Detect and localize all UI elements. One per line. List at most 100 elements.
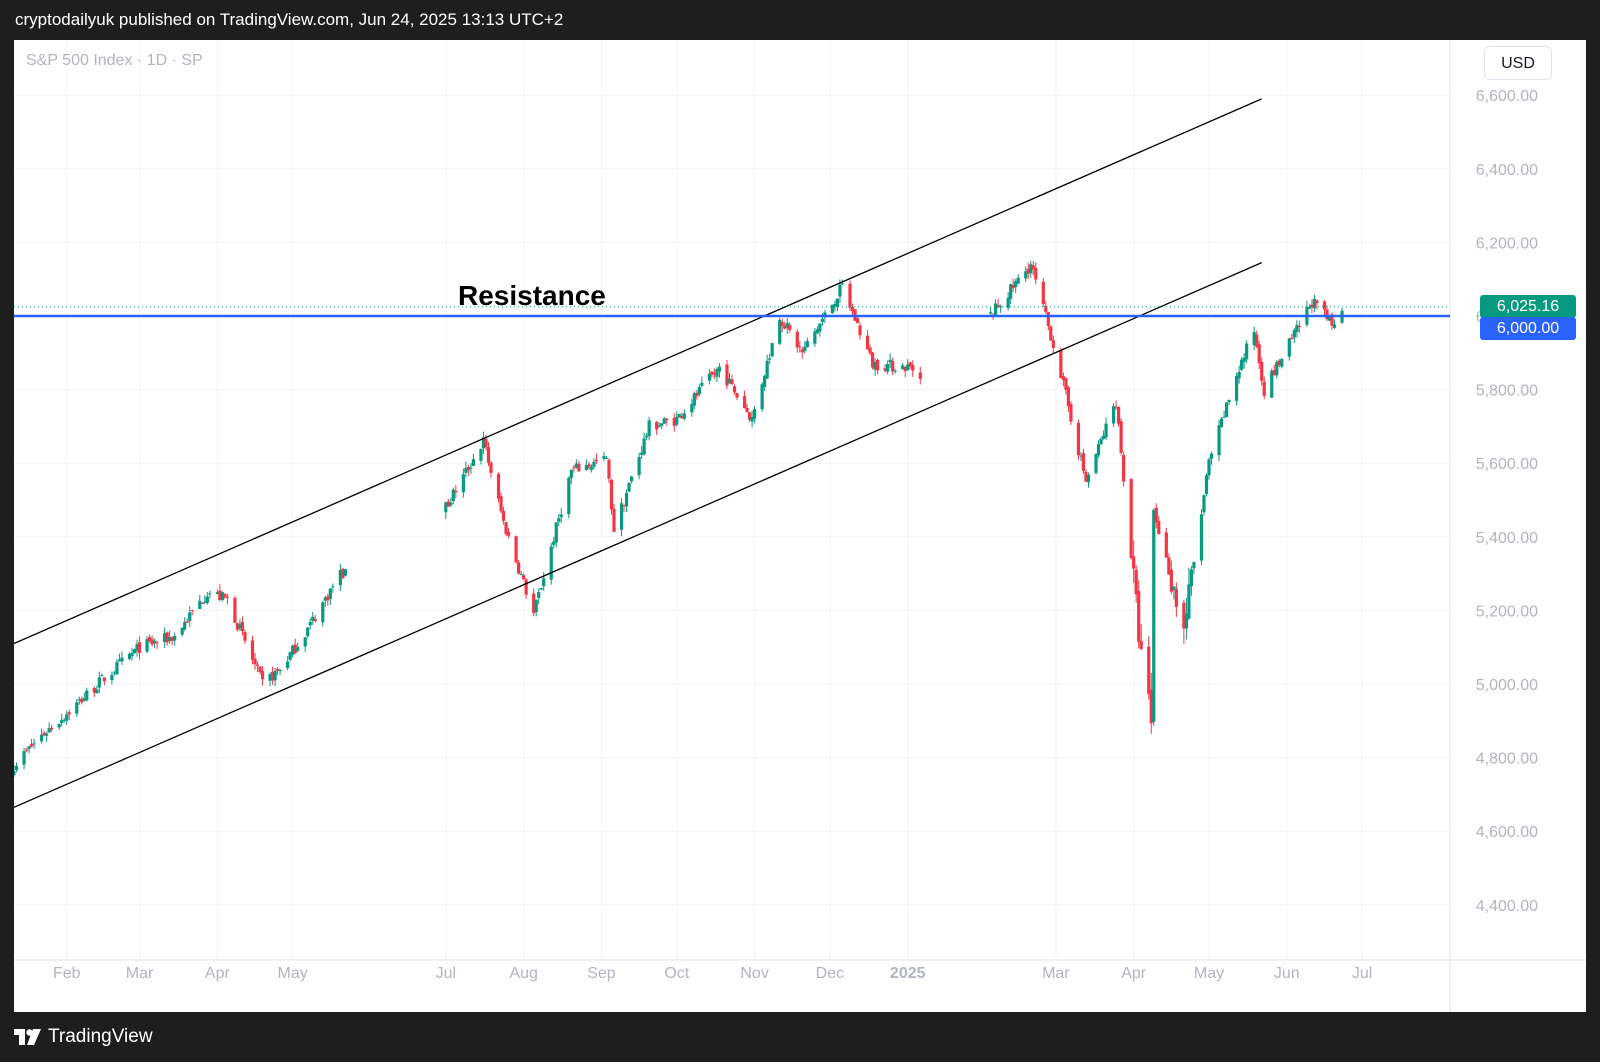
candle-body [1111, 406, 1116, 424]
x-tick-label: Feb [53, 965, 81, 982]
candle-body [147, 637, 152, 642]
tradingview-logo[interactable]: TradingView [14, 1026, 153, 1048]
candle-body [291, 645, 295, 655]
candle-body [1202, 495, 1206, 513]
channel-line [14, 98, 1262, 645]
candle-body [112, 672, 117, 674]
candle-body [690, 404, 694, 413]
candle-body [29, 744, 34, 747]
candle-body [577, 463, 581, 472]
candle-body [692, 393, 696, 406]
candle-body [185, 621, 189, 623]
candle-body [338, 569, 342, 586]
candle-body [215, 592, 219, 594]
x-tick-label: Nov [740, 965, 768, 982]
candle-body [682, 413, 686, 419]
candle-body [1101, 435, 1106, 439]
y-tick-label: 5,000.00 [1476, 677, 1538, 694]
candle-body [715, 369, 719, 377]
candle-body [85, 690, 89, 701]
candle-body [82, 698, 86, 701]
candle-body [655, 422, 659, 430]
candle-body [183, 622, 187, 630]
candle-body [768, 358, 772, 360]
candle-body [700, 382, 704, 386]
candlestick-chart[interactable]: 4,400.00 4,600.00 4,800.00 5,000.00 5,200.00… [14, 40, 1586, 1012]
x-tick-label: 2025 [890, 965, 926, 982]
candle-body [569, 469, 573, 479]
candle-body [903, 366, 907, 372]
candle-body [180, 627, 184, 635]
candle-body [695, 392, 699, 396]
candle-body [343, 569, 347, 576]
candle-body [712, 373, 717, 375]
candle-body [454, 490, 458, 493]
candle-body [1046, 312, 1050, 326]
candle-body [592, 461, 596, 467]
y-tick-label: 4,600.00 [1476, 824, 1538, 841]
candle-body [770, 343, 774, 357]
candle-body [27, 746, 31, 749]
candle-body [130, 653, 134, 657]
candle-body [742, 396, 747, 409]
candle-body [717, 366, 722, 372]
candle-body [1187, 584, 1191, 619]
candle-body [273, 670, 277, 681]
candle-body [662, 418, 666, 424]
candle-body [1167, 557, 1171, 575]
candle-body [102, 677, 106, 682]
publish-info: cryptodailyuk published on TradingView.c… [15, 10, 564, 29]
candle-body [481, 437, 486, 449]
candle-body [765, 360, 769, 379]
candle-body [1332, 324, 1337, 328]
candle-body [918, 372, 922, 379]
channel-line [14, 262, 1262, 808]
candle-body [1119, 421, 1123, 453]
candle-body [1315, 300, 1319, 304]
candle-body [1262, 381, 1266, 396]
candle-body [506, 532, 511, 536]
candle-body [730, 379, 734, 385]
candle-body [504, 522, 508, 534]
chart-area[interactable]: 4,400.00 4,600.00 4,800.00 5,000.00 5,200.00… [14, 40, 1586, 1012]
candle-body [735, 392, 739, 398]
candle-body [612, 508, 616, 532]
candle-body [830, 304, 835, 314]
y-tick-label: 5,400.00 [1476, 530, 1538, 547]
candle-body [1255, 334, 1259, 347]
currency-button[interactable]: USD [1484, 46, 1552, 80]
candle-body [1209, 453, 1214, 459]
candle-body [1169, 569, 1173, 592]
candle-body [763, 376, 767, 387]
candle-body [522, 575, 526, 580]
candle-body [1252, 332, 1256, 345]
candle-body [888, 359, 892, 363]
tradingview-brand: TradingView [48, 1026, 153, 1047]
candle-body [1245, 343, 1249, 360]
candle-body [40, 734, 44, 742]
candle-body [1275, 362, 1279, 376]
candle-body [906, 364, 910, 371]
candle-body [660, 423, 664, 426]
candle-body [1051, 340, 1055, 348]
candle-body [1034, 267, 1038, 280]
candle-body [255, 664, 260, 666]
candle-body [1122, 454, 1126, 482]
candle-body [1327, 315, 1332, 321]
candle-body [1049, 326, 1053, 341]
candle-body [200, 603, 204, 605]
candle-body [572, 467, 576, 469]
candle-body [1154, 507, 1158, 523]
candle-body [604, 457, 609, 459]
candle-body [1297, 326, 1301, 328]
candle-body [14, 765, 19, 771]
candle-body [62, 719, 66, 721]
candle-body [225, 596, 229, 598]
candle-body [449, 502, 453, 506]
candle-body [574, 463, 578, 468]
candle-body [537, 591, 541, 598]
candle-body [589, 466, 594, 470]
candle-body [220, 592, 224, 600]
candle-body [559, 514, 563, 518]
candle-body [60, 719, 64, 724]
